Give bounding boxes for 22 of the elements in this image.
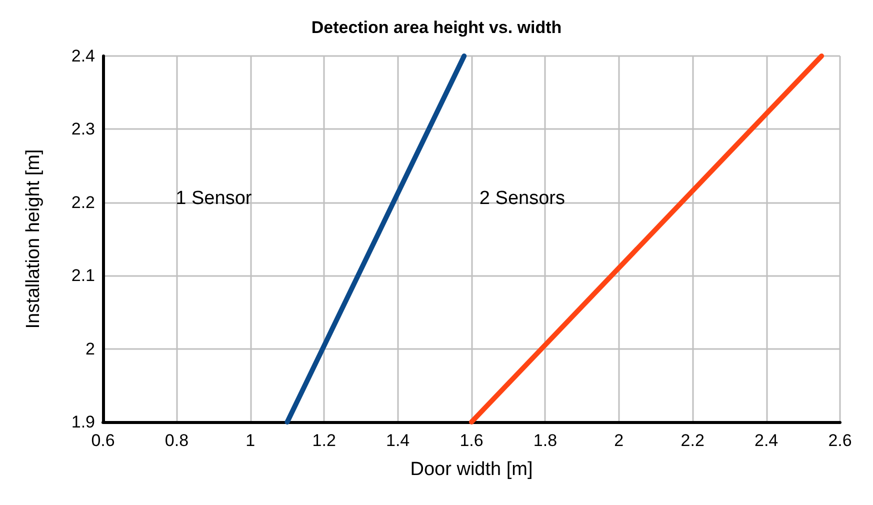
annotation: 1 Sensor — [176, 188, 252, 210]
x-tick-label: 2 — [614, 431, 624, 450]
y-tick-label: 2.2 — [71, 192, 95, 212]
x-tick-label: 2.6 — [828, 431, 852, 450]
y-tick-label: 2.4 — [71, 46, 95, 66]
x-tick-label: 0.6 — [91, 431, 115, 450]
x-tick-label: 1.6 — [460, 431, 484, 450]
x-tick-label: 0.8 — [164, 431, 189, 450]
x-tick-label: 1.4 — [386, 431, 410, 450]
y-tick-label: 2 — [86, 339, 95, 358]
chart-title: Detection area height vs. width — [311, 18, 562, 37]
x-axis-title: Door width [m] — [410, 459, 533, 480]
x-tick-label: 2.4 — [754, 431, 778, 450]
y-axis-title: Installation height [m] — [23, 149, 44, 329]
x-tick-label: 1.8 — [533, 431, 558, 450]
y-tick-label: 1.9 — [71, 412, 95, 432]
y-tick-label: 2.3 — [71, 120, 95, 139]
x-tick-label: 2.2 — [680, 431, 704, 450]
x-tick-label: 1 — [246, 431, 256, 450]
x-tick-label: 1.2 — [312, 431, 336, 450]
annotation: 2 Sensors — [479, 188, 565, 210]
y-tick-label: 2.1 — [71, 266, 95, 286]
